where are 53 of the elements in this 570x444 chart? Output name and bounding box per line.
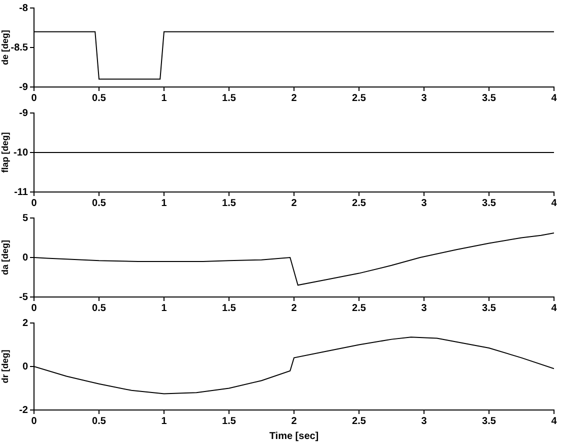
y-tick-label: 5 xyxy=(22,212,28,224)
x-tick-label: 2 xyxy=(291,198,298,209)
x-tick-label: 2.5 xyxy=(352,416,366,427)
y-tick-label: -8.5 xyxy=(10,42,28,54)
x-tick-label: 2.5 xyxy=(352,92,366,104)
x-tick-label: 3.5 xyxy=(482,416,496,427)
y-tick-label: -11 xyxy=(14,186,28,198)
x-tick-label: 2.5 xyxy=(352,198,366,209)
y-tick-label: -9 xyxy=(19,82,28,93)
x-tick-label: 2 xyxy=(291,92,298,104)
x-tick-label: 0.5 xyxy=(92,302,106,314)
x-tick-label: 0 xyxy=(31,416,38,427)
x-tick-label: 1.5 xyxy=(222,416,236,427)
x-tick-label: 0 xyxy=(31,92,38,104)
x-tick-label: 1 xyxy=(161,302,168,314)
x-tick-label: 1.5 xyxy=(222,92,236,104)
x-tick-label: 4 xyxy=(551,302,558,314)
x-tick-label: 4 xyxy=(551,92,558,104)
x-tick-label: 1 xyxy=(161,198,168,209)
x-tick-label: 0.5 xyxy=(92,198,106,209)
x-tick-label: 1.5 xyxy=(222,302,236,314)
y-tick-label: -9 xyxy=(19,108,28,119)
x-tick-label: 3 xyxy=(421,92,428,104)
x-tick-label: 0 xyxy=(31,198,38,209)
y-axis-title: da [deg] xyxy=(0,240,10,275)
x-tick-label: 0.5 xyxy=(92,92,106,104)
y-axis-title: de [deg] xyxy=(0,30,10,65)
x-tick-label: 1 xyxy=(161,92,168,104)
x-tick-label: 3 xyxy=(421,416,428,427)
y-axis-title: dr [deg] xyxy=(0,350,10,384)
x-tick-label: 2 xyxy=(291,302,298,314)
y-tick-label: -8 xyxy=(19,2,28,14)
x-tick-label: 0.5 xyxy=(92,416,106,427)
y-axis-title: flap [deg] xyxy=(0,132,10,173)
y-tick-label: 0 xyxy=(22,252,28,264)
x-tick-label: 4 xyxy=(551,416,558,427)
x-tick-label: 3.5 xyxy=(482,198,496,209)
x-tick-label: 4 xyxy=(551,198,558,209)
x-tick-label: 3 xyxy=(421,198,428,209)
x-tick-label: 2 xyxy=(291,416,298,427)
y-tick-label: -2 xyxy=(19,404,28,416)
x-tick-label: 0 xyxy=(31,302,38,314)
x-tick-label: 3 xyxy=(421,302,428,314)
x-tick-label: 3.5 xyxy=(482,302,496,314)
y-tick-label: -10 xyxy=(14,147,28,158)
x-tick-label: 1.5 xyxy=(222,198,236,209)
x-tick-label: 3.5 xyxy=(482,92,496,104)
x-axis-title: Time [sec] xyxy=(269,430,319,442)
y-tick-label: -5 xyxy=(19,292,28,303)
x-tick-label: 1 xyxy=(161,416,168,427)
x-tick-label: 2.5 xyxy=(352,302,366,314)
y-tick-label: 0 xyxy=(22,361,28,372)
y-tick-label: 2 xyxy=(22,318,28,329)
